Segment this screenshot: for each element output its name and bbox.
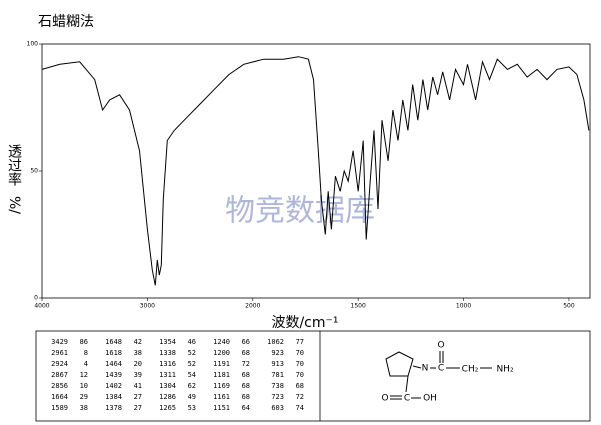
peak-intensity: 68: [242, 393, 250, 401]
peak-intensity: 77: [296, 338, 304, 346]
peak-wavenumber: 1265: [159, 404, 176, 412]
peak-wavenumber: 2856: [51, 382, 68, 390]
peak-intensity: 20: [134, 360, 142, 368]
peak-wavenumber: 3429: [51, 338, 68, 346]
peak-intensity: 70: [296, 371, 304, 379]
peak-intensity: 52: [188, 349, 196, 357]
y-axis-unit: %/: [6, 196, 22, 214]
peak-wavenumber: 1464: [105, 360, 122, 368]
y-tick-label: 50: [30, 168, 38, 175]
atom-label: O: [437, 341, 444, 351]
x-axis-label: 波数/cm⁻¹: [271, 315, 338, 331]
peak-wavenumber: 1648: [105, 338, 122, 346]
peak-intensity: 72: [296, 393, 304, 401]
peak-wavenumber: 781: [271, 371, 284, 379]
peak-intensity: 72: [242, 360, 250, 368]
spectrum-line: [41, 56, 590, 286]
peak-intensity: 66: [242, 338, 250, 346]
peak-wavenumber: 2924: [51, 360, 68, 368]
peak-intensity: 86: [80, 338, 88, 346]
peak-intensity: 54: [188, 371, 196, 379]
peak-intensity: 68: [242, 382, 250, 390]
peak-wavenumber: 738: [271, 382, 284, 390]
peak-intensity: 12: [80, 371, 88, 379]
x-tick-label: 1000: [456, 303, 471, 310]
x-tick-label: 1500: [351, 303, 366, 310]
peak-wavenumber: 2961: [51, 349, 68, 357]
x-tick-label: 500: [563, 303, 575, 310]
peak-wavenumber: 1311: [159, 371, 176, 379]
atom-label: C: [404, 394, 410, 404]
atom-label: C: [438, 364, 444, 374]
atom-label: CH₂: [462, 365, 479, 375]
peak-intensity: 27: [134, 393, 142, 401]
peak-wavenumber: 1618: [105, 349, 122, 357]
peak-wavenumber: 913: [271, 360, 284, 368]
peak-intensity: 41: [134, 382, 142, 390]
peak-intensity: 38: [80, 404, 88, 412]
peak-wavenumber: 723: [271, 393, 284, 401]
peak-wavenumber: 1384: [105, 393, 122, 401]
atom-label: NH₂: [496, 365, 514, 375]
peak-wavenumber: 1161: [213, 393, 230, 401]
peak-wavenumber: 1354: [159, 338, 176, 346]
peak-wavenumber: 1589: [51, 404, 68, 412]
chart-title: 石蜡糊法: [38, 14, 94, 30]
peak-intensity: 62: [188, 382, 196, 390]
peak-wavenumber: 1439: [105, 371, 122, 379]
peak-wavenumber: 1664: [51, 393, 68, 401]
atom-label: O: [381, 394, 388, 404]
peak-wavenumber: 1304: [159, 382, 176, 390]
peak-intensity: 39: [134, 371, 142, 379]
peak-wavenumber: 1200: [213, 349, 230, 357]
peak-wavenumber: 1316: [159, 360, 176, 368]
peak-intensity: 49: [188, 393, 196, 401]
peak-intensity: 38: [134, 349, 142, 357]
peak-intensity: 42: [134, 338, 142, 346]
peak-intensity: 70: [296, 360, 304, 368]
peak-intensity: 52: [188, 360, 196, 368]
structure-bonds: [385, 351, 492, 400]
peak-wavenumber: 1169: [213, 382, 230, 390]
peak-wavenumber: 1286: [159, 393, 176, 401]
peak-wavenumber: 923: [271, 349, 284, 357]
table-frame: [35, 330, 591, 422]
peak-intensity: 27: [134, 404, 142, 412]
atom-label: OH: [423, 394, 437, 404]
peak-wavenumber: 1378: [105, 404, 122, 412]
watermark: 物竞数据库: [225, 194, 375, 229]
peak-intensity: 10: [80, 382, 88, 390]
peak-intensity: 70: [296, 349, 304, 357]
peak-intensity: 64: [242, 404, 250, 412]
x-tick-label: 4000: [34, 303, 49, 310]
y-axis-label: 透过率: [6, 144, 22, 186]
peak-wavenumber: 1191: [213, 360, 230, 368]
peak-intensity: 4: [84, 360, 88, 368]
peak-intensity: 46: [188, 338, 196, 346]
atom-label: N: [422, 364, 429, 374]
peak-wavenumber: 1151: [213, 404, 230, 412]
peak-intensity: 74: [296, 404, 304, 412]
peak-wavenumber: 1338: [159, 349, 176, 357]
y-tick-label: 0: [34, 295, 38, 302]
y-tick-label: 100: [27, 41, 39, 48]
peak-wavenumber: 1062: [267, 338, 284, 346]
peak-wavenumber: 1240: [213, 338, 230, 346]
peak-wavenumber: 1181: [213, 371, 230, 379]
x-tick-label: 2000: [245, 303, 260, 310]
peak-intensity: 68: [242, 371, 250, 379]
peak-wavenumber: 1402: [105, 382, 122, 390]
peak-intensity: 68: [296, 382, 304, 390]
peak-intensity: 29: [80, 393, 88, 401]
x-tick-label: 3000: [140, 303, 155, 310]
peak-wavenumber: 2867: [51, 371, 68, 379]
peak-intensity: 53: [188, 404, 196, 412]
peak-intensity: 8: [84, 349, 88, 357]
peak-intensity: 68: [242, 349, 250, 357]
peak-wavenumber: 603: [271, 404, 284, 412]
